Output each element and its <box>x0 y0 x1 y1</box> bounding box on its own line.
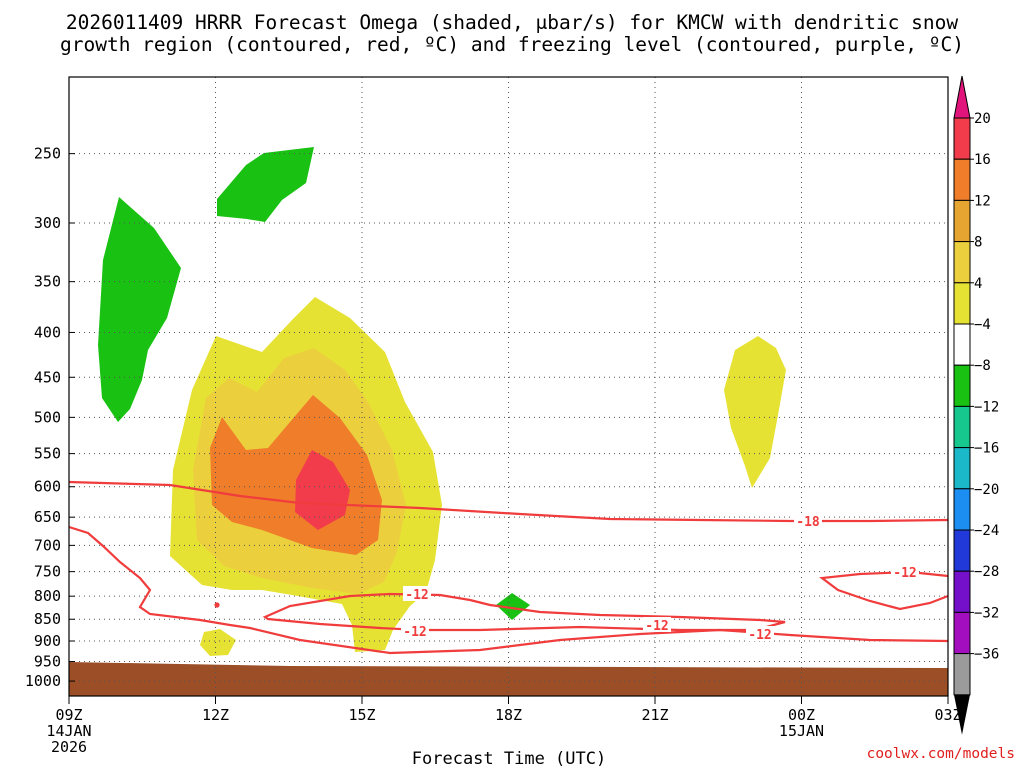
colorbar-level-label: −24 <box>974 523 999 539</box>
colorbar-swatch <box>953 199 971 243</box>
y-tick-label: 900 <box>34 632 61 650</box>
colorbar-level-label: 8 <box>974 235 982 251</box>
contour-label: -12 <box>748 628 771 643</box>
y-tick-label: 600 <box>34 478 61 496</box>
contour-label-bg <box>643 617 671 632</box>
x-tick-label: 15Z <box>348 706 375 724</box>
colorbar-level-label: −16 <box>974 441 999 457</box>
colorbar-level-label: −12 <box>974 399 999 415</box>
contour-label: -12 <box>645 619 668 634</box>
x-tick-date: 14JAN <box>46 722 91 740</box>
colorbar-swatch <box>953 611 971 655</box>
x-tick-year: 2026 <box>51 738 87 756</box>
colorbar-swatch <box>953 282 971 325</box>
y-tick-label: 350 <box>34 273 61 291</box>
colorbar-top-arrow <box>953 75 971 119</box>
colorbar-swatch <box>953 488 971 531</box>
contour-labels: -18 -12 -12 -12 -12 -12 <box>401 513 919 643</box>
colorbar-swatch <box>953 364 971 407</box>
omega-shading <box>69 147 948 696</box>
colorbar-level-label: 12 <box>974 193 991 209</box>
x-tick-label: 03Z <box>934 706 961 724</box>
source-credit: coolwx.com/models <box>867 746 1015 762</box>
colorbar-swatch <box>953 158 971 201</box>
y-tick-label: 950 <box>34 653 61 671</box>
colorbar-level-label: −32 <box>974 605 999 621</box>
x-tick-label: 18Z <box>495 706 522 724</box>
y-tick-label: 750 <box>34 563 61 581</box>
omega-region-4-8-right <box>724 336 786 488</box>
y-tick-label: 650 <box>34 508 61 526</box>
y-tick-label: 400 <box>34 323 61 341</box>
omega-region-neg-upper <box>217 147 314 222</box>
y-tick-label: 450 <box>34 368 61 386</box>
y-tick-label: 300 <box>34 214 61 232</box>
colorbar-level-label: 4 <box>974 276 982 292</box>
colorbar-bottom-arrow <box>954 694 970 735</box>
chart-title-line-2: growth region (contoured, red, ºC) and f… <box>60 33 964 56</box>
y-axis: 250 300 350 400 450 500 550 600 650 700 750 800 850 9… <box>25 145 75 690</box>
contour-label-bg <box>891 564 919 579</box>
colorbar-level-label: −28 <box>974 564 999 580</box>
x-tick-date: 15JAN <box>779 722 824 740</box>
contour-label: -18 <box>796 515 820 530</box>
y-tick-label: 850 <box>34 610 61 628</box>
colorbar-swatch <box>953 570 971 613</box>
colorbar-swatch <box>953 405 971 449</box>
colorbar-swatch <box>953 653 971 696</box>
omega-region-neg-upper-left <box>98 197 181 422</box>
x-tick-label: 09Z <box>55 706 82 724</box>
y-tick-label: 700 <box>34 536 61 554</box>
contour-label: -12 <box>893 566 916 581</box>
colorbar-level-label: 16 <box>974 152 991 168</box>
contour-label-bg <box>746 626 774 641</box>
chart-title-line-1: 2026011409 HRRR Forecast Omega (shaded, … <box>66 11 958 34</box>
contour-label-bg <box>794 513 822 528</box>
contour-dot <box>214 602 220 608</box>
colorbar-level-label: −4 <box>974 317 991 333</box>
x-tick-label: 21Z <box>641 706 668 724</box>
contour-label: -12 <box>405 588 428 603</box>
omega-region-neg-18z <box>496 593 530 620</box>
x-axis-label: Forecast Time (UTC) <box>412 749 606 768</box>
contour-label: -12 <box>403 625 426 640</box>
colorbar-swatch <box>953 529 971 572</box>
omega-region-4-8-small <box>200 629 236 656</box>
colorbar-level-label: 20 <box>974 111 991 127</box>
colorbar-swatch <box>953 323 971 366</box>
colorbar-level-label: −36 <box>974 647 999 663</box>
colorbar-swatch <box>953 447 971 490</box>
y-tick-label: 500 <box>34 408 61 426</box>
colorbar-level-label: −8 <box>974 358 991 374</box>
x-tick-label: 00Z <box>788 706 815 724</box>
colorbar: 20 16 12 8 4 −4 −8 −12 −16 −20 −24 −28 −32 −36 <box>953 75 999 735</box>
y-tick-label: 800 <box>34 587 61 605</box>
y-tick-label: 550 <box>34 445 61 463</box>
x-tick-label: 12Z <box>202 706 229 724</box>
colorbar-swatch <box>953 241 971 284</box>
y-tick-label: 250 <box>34 145 61 163</box>
contour-label-bg <box>403 586 431 601</box>
y-tick-label: 1000 <box>25 672 61 690</box>
colorbar-level-label: −20 <box>974 482 999 498</box>
omega-region-16-20 <box>295 450 350 530</box>
terrain-ground <box>69 662 948 696</box>
colorbar-swatch <box>953 117 971 160</box>
contour-label-bg <box>401 623 429 638</box>
